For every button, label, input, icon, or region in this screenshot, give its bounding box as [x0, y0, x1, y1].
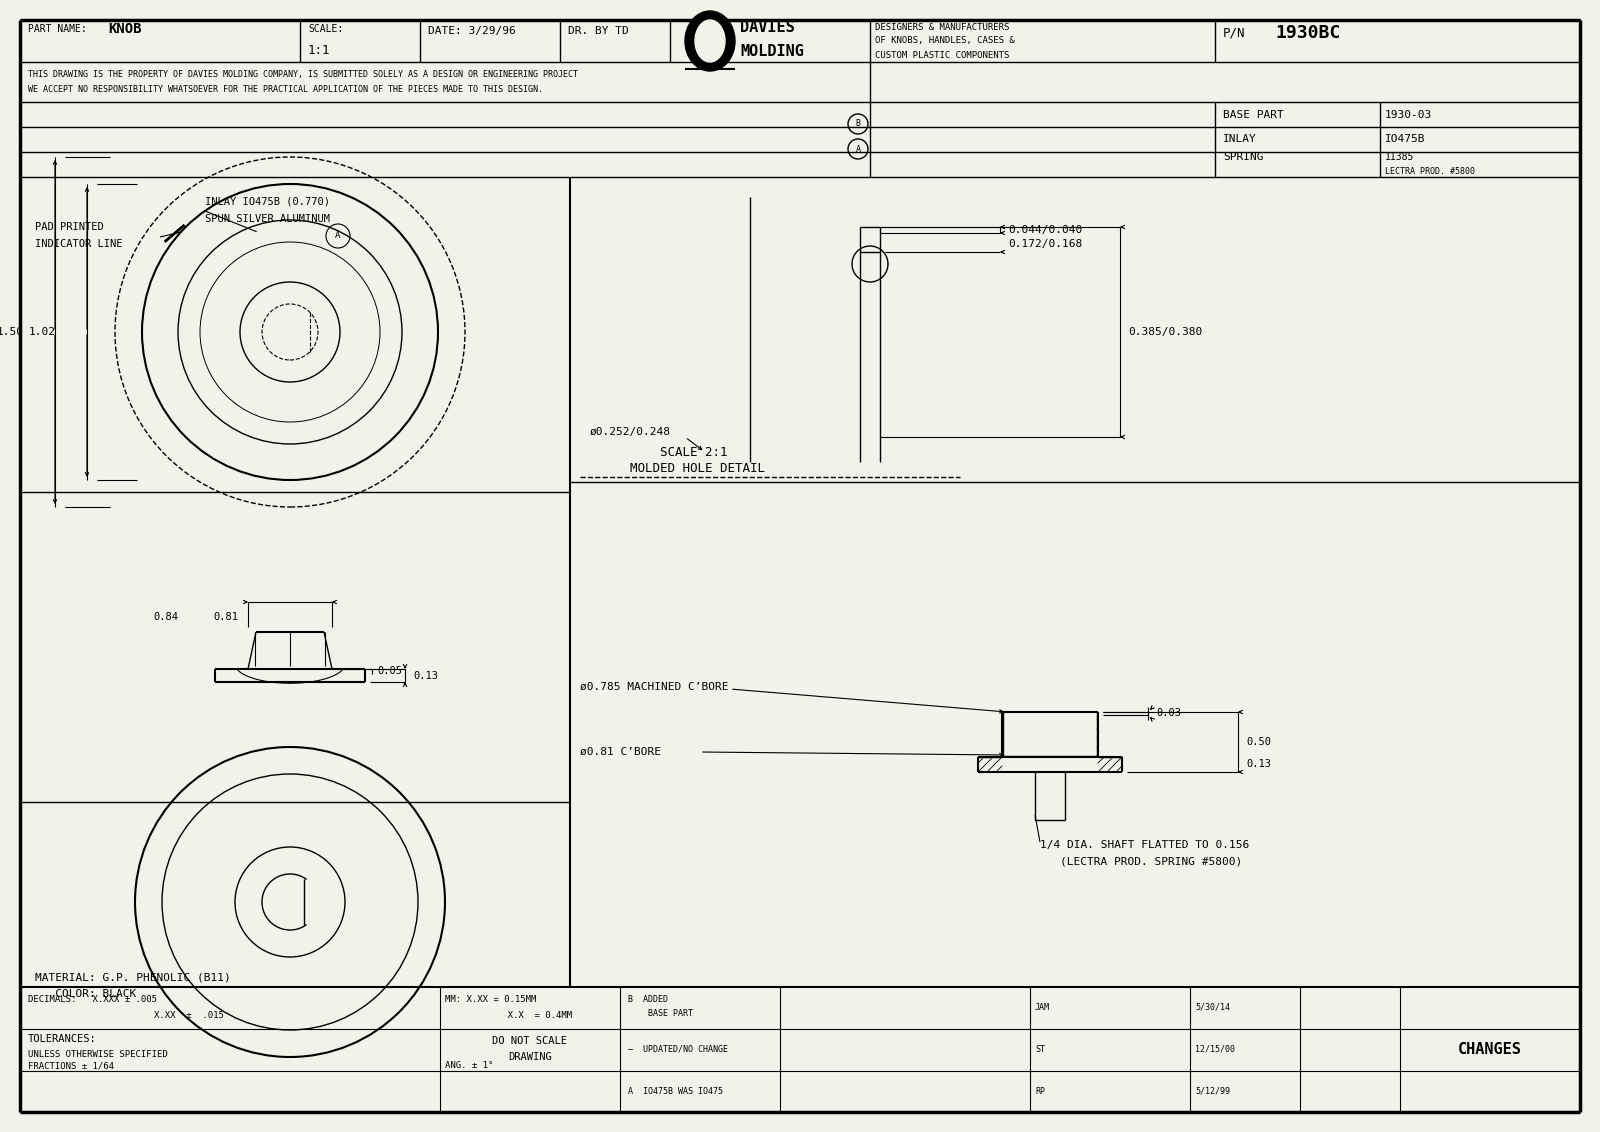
Text: LECTRA PROD. #5800: LECTRA PROD. #5800: [1386, 168, 1475, 175]
Text: B  ADDED: B ADDED: [627, 995, 669, 1004]
Text: 0.172/0.168: 0.172/0.168: [1008, 239, 1082, 249]
Text: DAVIES: DAVIES: [739, 19, 795, 34]
Text: 11385: 11385: [1386, 153, 1414, 163]
Text: CUSTOM PLASTIC COMPONENTS: CUSTOM PLASTIC COMPONENTS: [875, 51, 1010, 60]
Text: PART NAME:: PART NAME:: [29, 24, 86, 34]
Text: DATE: 3/29/96: DATE: 3/29/96: [429, 26, 515, 36]
Text: DO NOT SCALE: DO NOT SCALE: [493, 1037, 568, 1046]
Text: PAD PRINTED: PAD PRINTED: [35, 222, 104, 232]
Text: DESIGNERS & MANUFACTURERS: DESIGNERS & MANUFACTURERS: [875, 23, 1010, 32]
Text: X.X  = 0.4MM: X.X = 0.4MM: [470, 1012, 573, 1021]
Text: ø0.252/0.248: ø0.252/0.248: [590, 427, 670, 437]
Text: ANG. ± 1°: ANG. ± 1°: [445, 1062, 493, 1071]
Text: INLAY IO475B (0.770): INLAY IO475B (0.770): [205, 197, 330, 207]
Text: 1:1: 1:1: [307, 44, 331, 58]
Text: BASE PART: BASE PART: [1222, 110, 1283, 120]
Text: BASE PART: BASE PART: [627, 1010, 693, 1019]
Text: MOLDING: MOLDING: [739, 43, 803, 59]
Text: 1.50: 1.50: [0, 327, 24, 337]
Text: THIS DRAWING IS THE PROPERTY OF DAVIES MOLDING COMPANY, IS SUBMITTED SOLELY AS A: THIS DRAWING IS THE PROPERTY OF DAVIES M…: [29, 69, 578, 78]
Text: SCALE 2:1: SCALE 2:1: [661, 446, 728, 458]
Text: INLAY: INLAY: [1222, 135, 1256, 145]
Text: A: A: [336, 232, 341, 240]
Text: DECIMALS:   X.XXX ± .005: DECIMALS: X.XXX ± .005: [29, 995, 157, 1004]
Text: UNLESS OTHERWISE SPECIFIED: UNLESS OTHERWISE SPECIFIED: [29, 1050, 168, 1060]
Text: 5/30/14: 5/30/14: [1195, 1003, 1230, 1012]
Text: WE ACCEPT NO RESPONSIBILITY WHATSOEVER FOR THE PRACTICAL APPLICATION OF THE PIEC: WE ACCEPT NO RESPONSIBILITY WHATSOEVER F…: [29, 86, 542, 94]
Text: P/N: P/N: [1222, 26, 1245, 40]
Text: IO475B: IO475B: [1386, 135, 1426, 145]
Text: SPRING: SPRING: [1222, 153, 1264, 163]
Text: ø0.81 C’BORE: ø0.81 C’BORE: [579, 747, 661, 757]
Text: 0.03: 0.03: [1155, 708, 1181, 718]
Text: B: B: [856, 120, 861, 129]
Text: X.XX  ±  .015: X.XX ± .015: [67, 1012, 224, 1021]
Text: 0.81: 0.81: [213, 612, 238, 621]
Text: RP: RP: [1035, 1087, 1045, 1096]
Text: 1/4 DIA. SHAFT FLATTED TO 0.156: 1/4 DIA. SHAFT FLATTED TO 0.156: [1040, 840, 1250, 850]
Text: 12/15/00: 12/15/00: [1195, 1045, 1235, 1054]
Text: KNOB: KNOB: [109, 22, 141, 36]
Text: 1930BC: 1930BC: [1275, 24, 1341, 42]
Ellipse shape: [694, 20, 725, 62]
Text: (LECTRA PROD. SPRING #5800): (LECTRA PROD. SPRING #5800): [1059, 857, 1242, 867]
Text: MATERIAL: G.P. PHENOLIC (B11): MATERIAL: G.P. PHENOLIC (B11): [35, 972, 230, 981]
Text: MM: X.XX = 0.15MM: MM: X.XX = 0.15MM: [445, 995, 536, 1004]
Text: 0.044/0.040: 0.044/0.040: [1008, 225, 1082, 235]
Text: FRACTIONS ± 1/64: FRACTIONS ± 1/64: [29, 1062, 114, 1071]
Text: ST: ST: [1035, 1045, 1045, 1054]
Text: OF KNOBS, HANDLES, CASES &: OF KNOBS, HANDLES, CASES &: [875, 36, 1014, 45]
Text: MOLDED HOLE DETAIL: MOLDED HOLE DETAIL: [630, 462, 765, 474]
Text: SPUN SILVER ALUMINUM: SPUN SILVER ALUMINUM: [205, 214, 330, 224]
Text: 1930-03: 1930-03: [1386, 110, 1432, 120]
Text: ø0.785 MACHINED C’BORE: ø0.785 MACHINED C’BORE: [579, 681, 728, 692]
Text: SCALE:: SCALE:: [307, 24, 344, 34]
Text: TOLERANCES:: TOLERANCES:: [29, 1035, 96, 1045]
Text: 0.13: 0.13: [1246, 758, 1270, 769]
Text: 5/12/99: 5/12/99: [1195, 1087, 1230, 1096]
Text: 0.13: 0.13: [413, 671, 438, 681]
Ellipse shape: [685, 11, 734, 71]
Text: 0.385/0.380: 0.385/0.380: [1128, 327, 1202, 337]
Text: 0.84: 0.84: [154, 612, 178, 621]
Text: A: A: [856, 145, 861, 154]
Text: –  UPDATED/NO CHANGE: – UPDATED/NO CHANGE: [627, 1045, 728, 1054]
Text: DR. BY TD: DR. BY TD: [568, 26, 629, 36]
Text: 0.50: 0.50: [1246, 737, 1270, 747]
Text: 0.05: 0.05: [378, 666, 402, 676]
Text: CHANGES: CHANGES: [1458, 1041, 1522, 1057]
Text: INDICATOR LINE: INDICATOR LINE: [35, 239, 123, 249]
Text: A  IO475B WAS IO475: A IO475B WAS IO475: [627, 1087, 723, 1096]
Text: DRAWING: DRAWING: [509, 1053, 552, 1063]
Text: JAM: JAM: [1035, 1003, 1050, 1012]
Text: COLOR: BLACK: COLOR: BLACK: [35, 989, 136, 1000]
Text: 1.02: 1.02: [29, 327, 56, 337]
